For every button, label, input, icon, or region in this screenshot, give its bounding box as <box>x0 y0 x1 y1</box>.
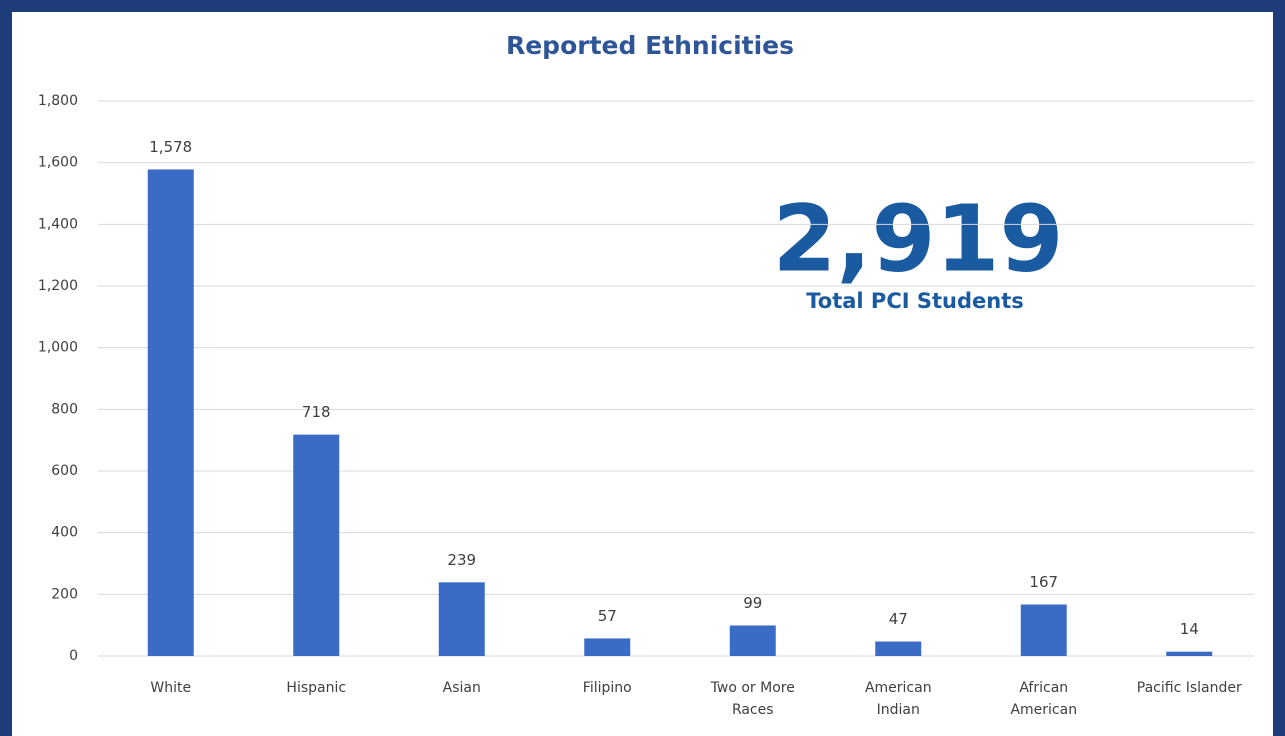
data-label: 14 <box>1180 620 1199 638</box>
x-tick-label: Pacific Islander <box>1136 680 1242 696</box>
x-tick-label: American Indian <box>864 680 932 718</box>
data-label: 57 <box>598 607 617 625</box>
x-tick-label: Asian <box>442 680 481 696</box>
total-caption: Total PCI Students <box>806 289 1024 313</box>
data-label: 718 <box>302 403 331 421</box>
x-tick-label: Hispanic <box>286 680 347 696</box>
data-label: 239 <box>447 551 476 569</box>
y-tick-label: 200 <box>51 586 78 602</box>
data-label: 1,578 <box>149 138 192 156</box>
y-tick-label: 0 <box>69 648 78 664</box>
bar <box>147 169 194 656</box>
x-tick-label: Two or More Races <box>710 680 795 718</box>
bar <box>1020 604 1067 656</box>
y-tick-label: 400 <box>51 525 78 541</box>
y-tick-label: 600 <box>51 463 78 479</box>
chart-title: Reported Ethnicities <box>506 31 794 60</box>
total-number: 2,919 <box>772 185 1063 292</box>
bar <box>438 582 485 656</box>
data-label: 167 <box>1029 573 1058 591</box>
bar <box>1166 651 1213 656</box>
y-tick-label: 1,200 <box>38 278 78 294</box>
bar <box>293 434 340 656</box>
bar <box>875 641 922 656</box>
data-label: 99 <box>743 594 762 612</box>
bar <box>729 625 776 656</box>
y-tick-label: 1,000 <box>38 340 78 356</box>
x-tick-label: African American <box>1010 680 1078 718</box>
data-label: 47 <box>889 610 908 628</box>
y-tick-label: 1,600 <box>38 155 78 171</box>
x-tick-label: White <box>150 680 192 696</box>
y-tick-label: 1,400 <box>38 216 78 232</box>
y-tick-label: 800 <box>51 401 78 417</box>
x-tick-label: Filipino <box>582 680 632 696</box>
bar <box>584 638 631 656</box>
y-tick-label: 1,800 <box>38 93 78 109</box>
